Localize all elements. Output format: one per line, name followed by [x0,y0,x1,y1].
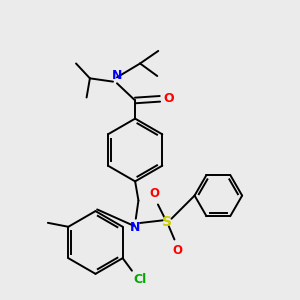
Text: O: O [150,187,160,200]
Text: S: S [162,215,172,229]
Text: Cl: Cl [134,273,147,286]
Text: O: O [164,92,175,105]
Text: O: O [173,244,183,257]
Text: N: N [112,69,122,82]
Text: N: N [130,221,140,234]
